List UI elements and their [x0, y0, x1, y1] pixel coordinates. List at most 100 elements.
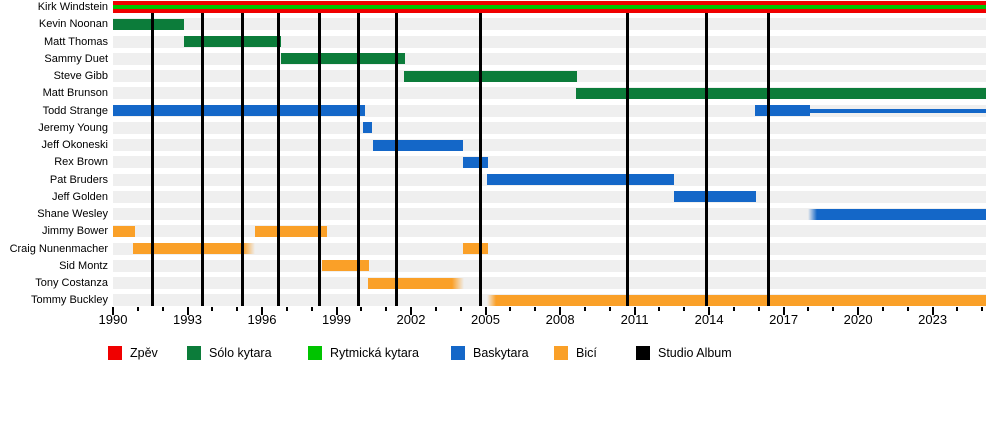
studio-album-release-line [317, 13, 321, 306]
lead-guitar-tenure-bar [280, 53, 405, 65]
axis-year-label: 2005 [471, 312, 500, 327]
axis-major-tick [633, 307, 636, 315]
row-background-stripe [113, 225, 986, 238]
axis-year-label: 2002 [396, 312, 426, 327]
axis-year-label: 1990 [98, 312, 128, 327]
legend-color-swatch-bass [451, 346, 465, 360]
legend-label: Baskytara [473, 346, 529, 360]
row-background-stripe [113, 139, 986, 151]
row-background-stripe [113, 190, 986, 203]
axis-year-label: 2014 [694, 312, 724, 327]
legend-label: Bicí [576, 346, 597, 360]
legend-label: Zpěv [130, 346, 158, 360]
member-name-label: Tommy Buckley [30, 294, 108, 307]
bass-tenure-bar [372, 139, 464, 151]
member-name-label: Todd Strange [42, 104, 108, 117]
studio-album-release-line [151, 13, 155, 306]
axis-major-tick [484, 307, 487, 315]
axis-major-tick [261, 307, 263, 315]
studio-album-release-line [394, 13, 398, 306]
bass-tenure-bar [362, 122, 373, 134]
drums-tenure-bar [367, 277, 465, 289]
drums-tenure-bar [463, 243, 488, 254]
axis-major-tick [931, 307, 934, 315]
drums-tenure-bar [254, 225, 327, 237]
legend-color-swatch-rhythm-guitar [308, 346, 322, 360]
member-name-label: Pat Bruders [49, 173, 108, 186]
row-background-stripe [113, 18, 986, 31]
axis-major-tick [559, 307, 562, 315]
row-background-stripe [113, 52, 986, 65]
axis-year-label: 2011 [620, 312, 649, 327]
axis-year-label: 2008 [545, 312, 575, 327]
legend-color-swatch-vocals [108, 346, 122, 360]
bass-tenure-bar [486, 174, 675, 185]
row-background-stripe [113, 277, 986, 289]
axis-major-tick [335, 307, 338, 315]
studio-album-release-line [625, 13, 629, 306]
timeline-legend: Zpěv Sólo kytara Rytmická kytara Baskytara B… [0, 344, 1000, 366]
axis-major-tick [782, 307, 785, 315]
member-name-label: Sammy Duet [44, 52, 108, 65]
drums-tenure-bar [113, 225, 136, 237]
row-background-stripe [113, 121, 986, 134]
bass-tenure-bar [113, 105, 366, 116]
row-background-stripe [113, 156, 986, 169]
member-name-label: Craig Nunenmacher [9, 242, 108, 255]
legend-color-swatch-drums [554, 346, 568, 360]
member-name-label: Jimmy Bower [41, 225, 108, 238]
axis-major-tick [708, 307, 711, 315]
drums-tenure-bar [321, 260, 369, 272]
studio-album-release-line [240, 13, 244, 306]
studio-album-release-line [705, 13, 709, 306]
member-name-label: Tony Costanza [35, 277, 108, 289]
axis-year-label: 2023 [918, 312, 948, 327]
axis-year-label: 1993 [173, 312, 202, 327]
member-name-label: Steve Gibb [53, 70, 108, 82]
axis-year-label: 1996 [247, 312, 277, 327]
studio-album-release-line [200, 13, 204, 306]
member-name-label: Jeremy Young [38, 121, 108, 134]
legend-label: Rytmická kytara [330, 346, 419, 360]
studio-album-release-line [767, 13, 771, 306]
axis-major-tick [112, 307, 114, 315]
lead-guitar-tenure-bar [113, 18, 184, 30]
studio-album-release-line [276, 13, 280, 306]
bass-tenure-bar [808, 208, 986, 220]
legend-label: Sólo kytara [209, 346, 272, 360]
member-name-label: Jeff Golden [51, 190, 108, 203]
studio-album-release-line [479, 13, 483, 306]
member-name-label: Kevin Noonan [38, 18, 108, 31]
member-name-label: Matt Brunson [42, 87, 108, 100]
axis-major-tick [186, 307, 189, 315]
bass-tenure-bar [463, 156, 488, 168]
lead-guitar-tenure-bar [403, 70, 578, 82]
member-name-label: Rex Brown [54, 156, 108, 169]
drums-tenure-bar [486, 294, 986, 306]
axis-year-label: 1999 [322, 312, 351, 327]
vocals-tenure-bar [113, 1, 986, 13]
legend-color-swatch-lead-guitar [187, 346, 201, 360]
member-name-label: Jeff Okoneski [41, 139, 108, 151]
axis-major-tick [410, 307, 412, 315]
studio-album-release-line [357, 13, 361, 306]
axis-year-label: 2017 [769, 312, 799, 327]
member-name-label: Sid Montz [59, 259, 108, 272]
legend-label: Studio Album [658, 346, 732, 360]
member-name-label: Shane Wesley [37, 208, 108, 220]
bass-tenure-bar [674, 191, 757, 203]
member-name-label: Kirk Windstein [37, 1, 108, 13]
member-name-column: Kirk Windstein Kevin Noonan Matt Thomas Sam… [0, 0, 108, 308]
axis-major-tick [857, 307, 860, 315]
bass-tenure-bar [809, 108, 986, 113]
row-background-stripe [113, 259, 986, 272]
lead-guitar-tenure-bar [183, 36, 281, 47]
drums-tenure-bar [132, 243, 255, 254]
member-name-label: Matt Thomas [44, 35, 108, 48]
timeline-plot-area [113, 0, 986, 308]
axis-year-label: 2020 [843, 312, 873, 327]
legend-color-swatch-album [636, 346, 650, 360]
lead-guitar-tenure-bar [576, 87, 986, 99]
bass-tenure-bar [755, 105, 810, 116]
